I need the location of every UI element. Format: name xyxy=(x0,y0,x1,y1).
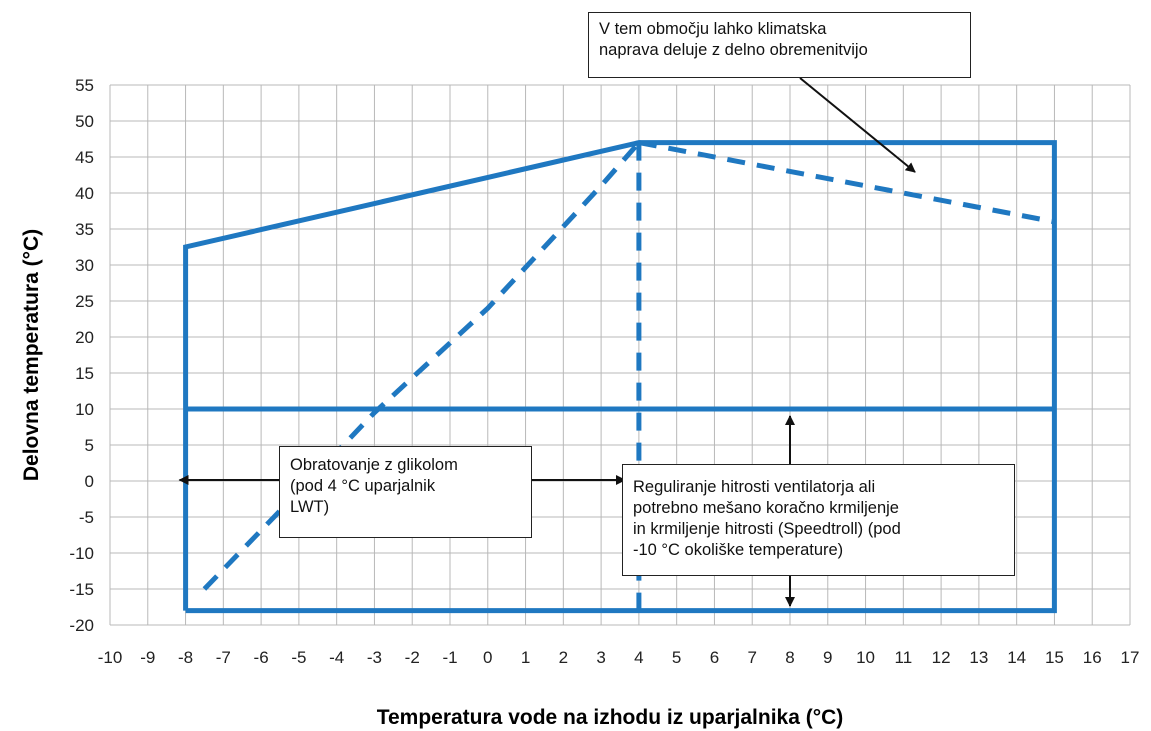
y-axis-title: Delovna temperatura (°C) xyxy=(20,229,43,481)
x-axis-title: Temperatura vode na izhodu iz uparjalnik… xyxy=(377,706,844,729)
x-tick-label: -8 xyxy=(178,648,193,667)
x-tick-label: 0 xyxy=(483,648,492,667)
y-tick-label: 55 xyxy=(75,76,94,95)
x-tick-label: 13 xyxy=(969,648,988,667)
y-tick-label: 25 xyxy=(75,292,94,311)
x-tick-label: 5 xyxy=(672,648,681,667)
y-tick-label: 20 xyxy=(75,328,94,347)
x-tick-label: 2 xyxy=(559,648,568,667)
x-tick-label: 17 xyxy=(1121,648,1140,667)
annotation-line: in krmiljenje hitrosti (Speedtroll) (pod xyxy=(633,520,901,538)
y-tick-label: 50 xyxy=(75,112,94,131)
x-tick-label: 12 xyxy=(932,648,951,667)
y-tick-label: 35 xyxy=(75,220,94,239)
annotation-line: V tem območju lahko klimatska xyxy=(599,20,827,38)
x-tick-label: -5 xyxy=(291,648,306,667)
annotation-line: (pod 4 °C uparjalnik xyxy=(290,477,436,495)
annotation-line: -10 °C okoliške temperature) xyxy=(633,541,844,559)
x-tick-label: 14 xyxy=(1007,648,1026,667)
solid-series-line xyxy=(183,140,1057,614)
x-tick-label: -4 xyxy=(329,648,344,667)
annotation-line: Obratovanje z glikolom xyxy=(290,456,458,474)
y-tick-label: 0 xyxy=(85,472,94,491)
x-tick-label: -9 xyxy=(140,648,155,667)
annotation-arrows xyxy=(178,77,916,607)
y-tick-label: -10 xyxy=(69,544,94,563)
x-tick-label: 10 xyxy=(856,648,875,667)
x-tick-label: -10 xyxy=(98,648,123,667)
x-tick-label: -1 xyxy=(442,648,457,667)
annotation-line: Reguliranje hitrosti ventilatorja ali xyxy=(633,478,876,496)
x-tick-label: 7 xyxy=(747,648,756,667)
x-tick-label: 16 xyxy=(1083,648,1102,667)
annotation-partial-load: V tem območju lahko klimatska naprava de… xyxy=(588,12,971,78)
y-tick-label: -20 xyxy=(69,616,94,635)
arrow-partial-load xyxy=(799,77,916,173)
x-tick-label: -3 xyxy=(367,648,382,667)
annotation-line: naprava deluje z delno obremenitvijo xyxy=(599,41,868,59)
annotation-glycol: Obratovanje z glikolom (pod 4 °C uparjal… xyxy=(279,446,532,538)
y-tick-label: 30 xyxy=(75,256,94,275)
x-tick-label: 9 xyxy=(823,648,832,667)
x-tick-label: 4 xyxy=(634,648,643,667)
annotation-fan-speed: Reguliranje hitrosti ventilatorja ali po… xyxy=(622,464,1015,576)
x-tick-label: -6 xyxy=(254,648,269,667)
x-tick-label: 11 xyxy=(895,648,913,667)
y-tick-label: -15 xyxy=(69,580,94,599)
x-tick-label: -7 xyxy=(216,648,231,667)
x-tick-label: 15 xyxy=(1045,648,1064,667)
y-tick-label: 10 xyxy=(75,400,94,419)
x-tick-label: 6 xyxy=(710,648,719,667)
y-tick-label: 45 xyxy=(75,148,94,167)
tick-labels: -10 -9 -8 -7 -6 -5 -4 -3 -2 -1 0 1 2 3 4 5 6 7 8 9 10 11 12 13 1… xyxy=(69,76,1139,667)
y-tick-label: 15 xyxy=(75,364,94,383)
x-tick-label: 8 xyxy=(785,648,794,667)
y-tick-label: 40 xyxy=(75,184,94,203)
annotation-line: potrebno mešano koračno krmiljenje xyxy=(633,499,899,517)
dashed-series-line xyxy=(638,140,1055,225)
x-tick-label: -2 xyxy=(405,648,420,667)
x-tick-label: 1 xyxy=(521,648,530,667)
y-tick-label: 5 xyxy=(85,436,94,455)
y-tick-label: -5 xyxy=(79,508,94,527)
x-tick-label: 3 xyxy=(596,648,605,667)
annotation-line: LWT) xyxy=(290,498,330,516)
